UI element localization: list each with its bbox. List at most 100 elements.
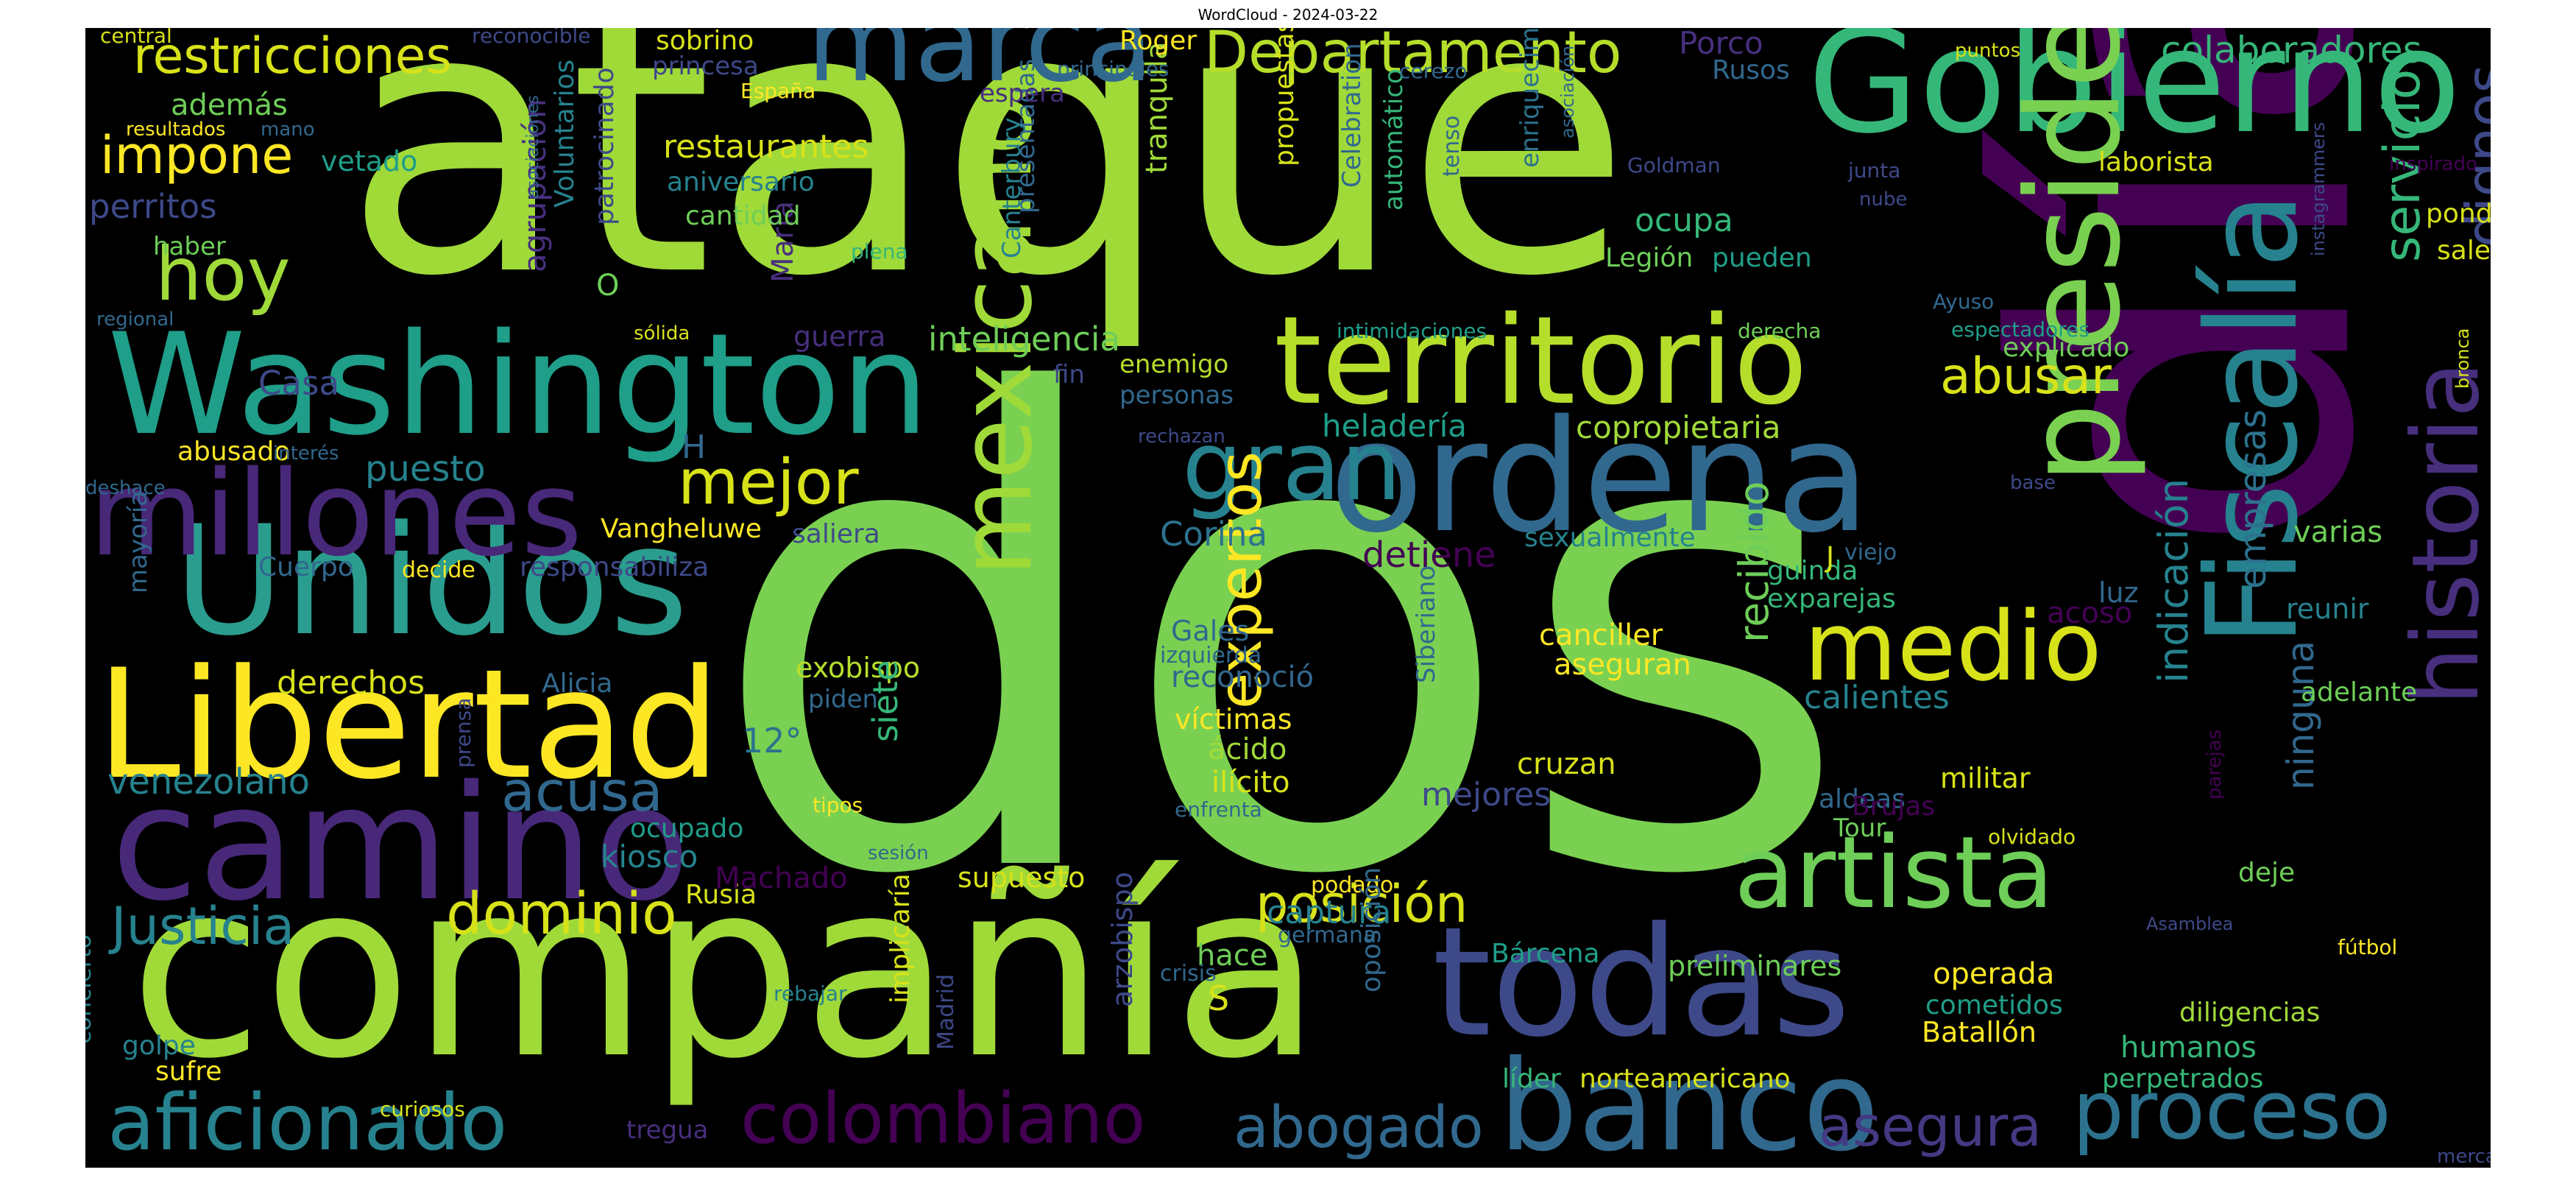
cloud-word: supuesto (958, 861, 1086, 894)
cloud-word: asegura (1819, 1094, 2042, 1159)
cloud-word: deje (2238, 858, 2296, 888)
cloud-word: olvidado (1988, 825, 2076, 849)
cloud-word: guinda (1767, 556, 1858, 586)
cloud-word: mejores (1421, 776, 1551, 814)
cloud-word: asociaciones (524, 95, 542, 199)
cloud-word: concierto (85, 934, 96, 1044)
cloud-word: reunir (2286, 593, 2369, 625)
cloud-word: S (1208, 978, 1230, 1018)
cloud-word: nube (1859, 188, 1908, 211)
cloud-word: presidenta (2000, 28, 2149, 484)
cloud-word: Canterbury (997, 117, 1027, 258)
cloud-word: captura (1267, 894, 1392, 931)
cloud-word: Goldman (1627, 153, 1721, 177)
cloud-word: puntos (1955, 40, 2021, 62)
cloud-word: tenso (1439, 115, 1465, 177)
cloud-word: cruzan (1517, 747, 1616, 781)
cloud-word: aldeas (1819, 784, 1906, 814)
cloud-word: base (2010, 472, 2056, 494)
cloud-word: Celebration (1337, 43, 1367, 188)
cloud-word: fútbol (2338, 935, 2398, 959)
cloud-word: gran (1182, 410, 1402, 522)
cloud-word: guerra (793, 320, 886, 353)
cloud-word: ácido (1208, 733, 1287, 766)
cloud-word: patrocinado (590, 67, 620, 225)
cloud-word: ninguna (2279, 640, 2322, 790)
cloud-word: instagrammers (2308, 121, 2329, 256)
cloud-word: ocupa (1635, 202, 1733, 239)
cloud-word: derechos (277, 664, 425, 702)
cloud-word: mejor (678, 446, 859, 519)
cloud-word: Roger (1119, 28, 1197, 56)
cloud-word: hace (1197, 939, 1268, 973)
cloud-word: Gobierno (1808, 28, 2461, 165)
cloud-word: J (1826, 541, 1835, 574)
cloud-word: diligencias (2179, 998, 2321, 1028)
cloud-word: personas (1119, 381, 1234, 410)
cloud-word: espectadores (1951, 317, 2090, 342)
cloud-word: plena (851, 239, 908, 264)
cloud-word: acusa (501, 759, 663, 824)
cloud-word: canciller (1539, 618, 1663, 652)
cloud-word: compañía (130, 829, 1322, 1112)
cloud-word: parejas (2204, 729, 2226, 800)
cloud-word: 12° (742, 721, 802, 761)
cloud-word: piden (808, 685, 879, 714)
cloud-word: intimidaciones (1337, 319, 1487, 343)
cloud-word: tregua (626, 1115, 709, 1145)
cloud-word: Washington (107, 303, 930, 466)
cloud-word: Asamblea (2146, 914, 2234, 934)
cloud-word: Libertad (96, 638, 721, 813)
cloud-word: Vangheluwe (601, 514, 762, 544)
cloud-word: cantidad (685, 201, 801, 231)
cloud-word: Rusia (685, 880, 757, 910)
cloud-word: Ayuso (1933, 289, 1995, 314)
cloud-word: exparejas (1767, 584, 1896, 614)
cloud-word: dominio (446, 881, 677, 948)
cloud-word: España (740, 79, 816, 103)
cloud-word: central (100, 28, 172, 48)
cloud-word: detiene (1362, 535, 1496, 576)
cloud-word: restricciones (133, 28, 452, 85)
cloud-word: deshace (85, 477, 166, 499)
cloud-word: Bárcena (1491, 939, 1600, 969)
cloud-word: decide (402, 557, 475, 583)
cloud-word: territorio (1274, 290, 1808, 431)
cloud-word: Voluntarios (550, 59, 580, 208)
cloud-word: impone (100, 125, 294, 186)
cloud-word: crisis (1160, 961, 1217, 987)
cloud-word: laborista (2098, 147, 2214, 177)
cloud-word: ataque (343, 28, 1632, 356)
cloud-word: princesa (652, 52, 759, 81)
cloud-word: Justicia (111, 896, 295, 956)
cloud-word: pondrá (2426, 199, 2491, 229)
cloud-word: oposición (1356, 867, 1387, 992)
cloud-word: hoy (155, 231, 291, 317)
cloud-word: colombiano (740, 1079, 1146, 1160)
cloud-word: derecha (1738, 319, 1822, 343)
cloud-word: espera (980, 79, 1065, 108)
cloud-word: camino (111, 751, 690, 936)
cloud-word: haber (153, 232, 226, 261)
cloud-word: perpetrados (2102, 1064, 2264, 1094)
cloud-word: posición (1256, 874, 1468, 934)
cloud-word: indicación (2150, 478, 2197, 683)
cloud-word: calientes (1804, 679, 1950, 716)
cloud-word: cometidos (1925, 990, 2063, 1020)
cloud-word: varias (2293, 515, 2383, 549)
cloud-word: mano (261, 119, 315, 141)
cloud-word: sexualmente (1524, 523, 1696, 553)
cloud-word: kiosco (601, 839, 698, 875)
cloud-word: regional (96, 308, 174, 331)
cloud-word: Unidos (174, 494, 689, 669)
cloud-word: enriquecimiento (1515, 28, 1545, 168)
cloud-word: heladería (1322, 408, 1468, 444)
cloud-word: aseguran (1554, 648, 1692, 682)
cloud-word: implicaría (885, 873, 916, 1004)
cloud-word: ordena (1329, 387, 1871, 567)
cloud-word: izquierda (1160, 643, 1262, 669)
cloud-word: curiosos (380, 1097, 465, 1121)
cloud-word: víctimas (1175, 703, 1292, 736)
word-cloud-canvas: ataque dos días compañía Washington Gobi… (85, 28, 2491, 1168)
cloud-word: humanos (2120, 1031, 2257, 1065)
